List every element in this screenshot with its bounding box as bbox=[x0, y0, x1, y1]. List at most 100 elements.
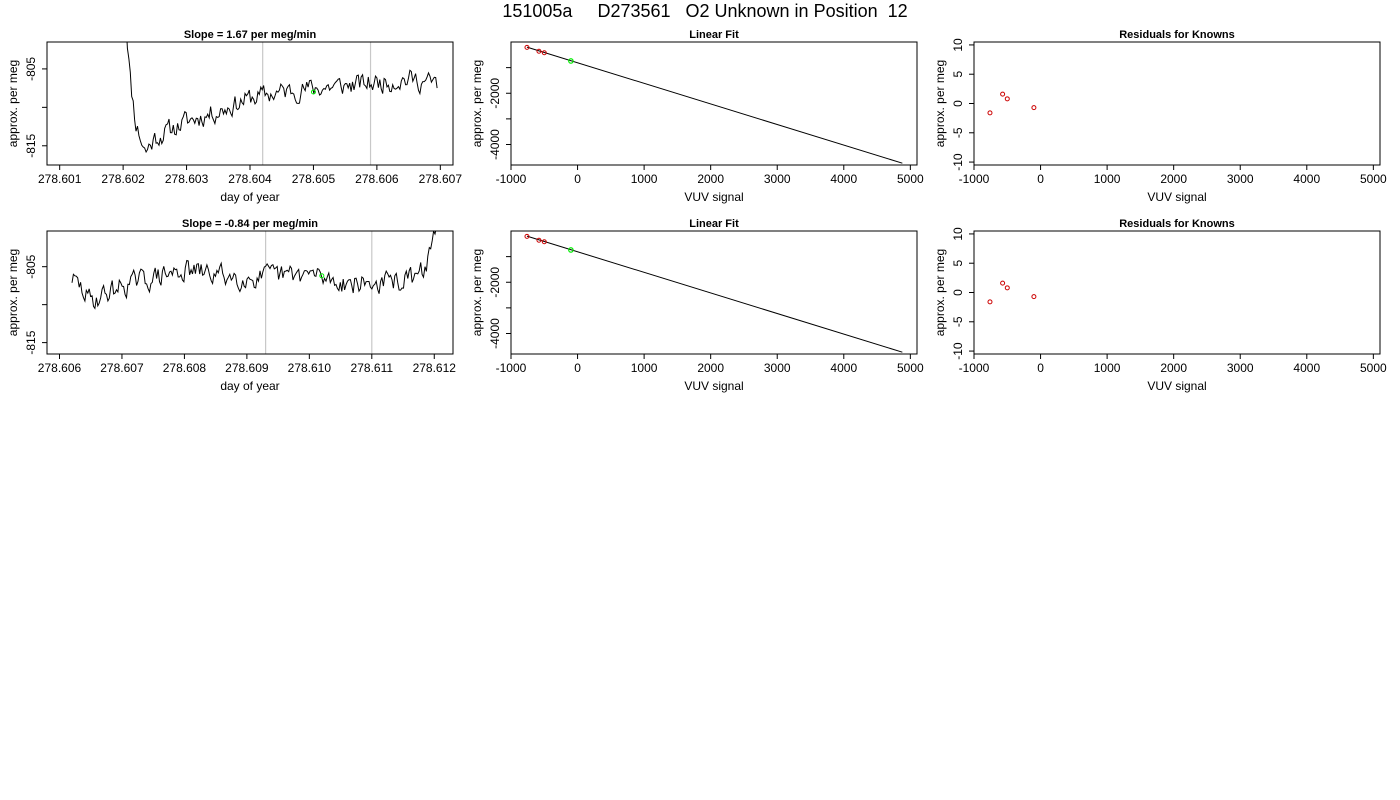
x-tick-label: 278.609 bbox=[225, 361, 269, 375]
chart-fit-2: Linear Fit -1000 0 1000 2000 3000 4000 5000 -400… bbox=[470, 218, 924, 393]
data-layer bbox=[987, 280, 1037, 305]
x-axis-label: VUV signal bbox=[684, 190, 743, 204]
x-tick-label: 2000 bbox=[1160, 361, 1187, 375]
y-axis-label: approx. per meg bbox=[933, 249, 947, 336]
x-tick-label: 0 bbox=[574, 172, 581, 186]
known-point bbox=[524, 233, 530, 239]
x-tick-label: 278.604 bbox=[228, 172, 272, 186]
y-axis-label: approx. per meg bbox=[470, 249, 484, 336]
x-tick-label: 1000 bbox=[631, 361, 658, 375]
y-axis-label: approx. per meg bbox=[933, 60, 947, 147]
known-point bbox=[536, 237, 542, 243]
x-tick-label: 4000 bbox=[830, 172, 857, 186]
chart-title: Linear Fit bbox=[689, 218, 739, 230]
x-tick-label: 4000 bbox=[830, 361, 857, 375]
page-title: 151005a D273561 O2 Unknown in Position 1… bbox=[502, 1, 908, 21]
unknown-point bbox=[568, 58, 574, 64]
x-axis-label: VUV signal bbox=[1147, 190, 1206, 204]
x-tick-label: -1000 bbox=[959, 172, 990, 186]
x-tick-label: 1000 bbox=[631, 172, 658, 186]
chart-trace-2: Slope = -0.84 per meg/min 278.606 278.607 2… bbox=[6, 218, 456, 393]
data-layer bbox=[524, 44, 903, 164]
x-tick-label: 3000 bbox=[764, 172, 791, 186]
y-tick-label: -4000 bbox=[488, 318, 502, 349]
x-tick-label: -1000 bbox=[959, 361, 990, 375]
plot-frame bbox=[973, 41, 1381, 166]
x-axis-label: day of year bbox=[220, 190, 279, 204]
x-tick-label: 5000 bbox=[897, 172, 924, 186]
y-tick-label: -4000 bbox=[488, 129, 502, 160]
x-tick-label: 278.603 bbox=[165, 172, 209, 186]
x-tick-label: 278.602 bbox=[101, 172, 145, 186]
y-tick-label: -2000 bbox=[488, 78, 502, 109]
chart-title: Linear Fit bbox=[689, 29, 739, 41]
x-tick-label: 4000 bbox=[1293, 172, 1320, 186]
plot-frame bbox=[510, 230, 918, 355]
x-tick-label: 3000 bbox=[764, 361, 791, 375]
fit-line bbox=[526, 46, 903, 164]
known-point bbox=[541, 239, 547, 245]
residual-point bbox=[1004, 96, 1010, 102]
residual-point bbox=[1031, 105, 1037, 111]
series-line bbox=[126, 42, 438, 154]
data-layer bbox=[524, 233, 903, 353]
plot-frame bbox=[973, 230, 1381, 355]
y-tick-label: -2000 bbox=[488, 267, 502, 298]
chart-title: Residuals for Knowns bbox=[1119, 218, 1235, 230]
chart-title: Residuals for Knowns bbox=[1119, 29, 1235, 41]
y-tick-label: -5 bbox=[951, 127, 965, 138]
data-layer bbox=[126, 42, 438, 165]
y-tick-label: 0 bbox=[951, 100, 965, 107]
x-tick-label: 278.611 bbox=[351, 361, 394, 375]
residual-point bbox=[987, 299, 993, 305]
x-tick-label: -1000 bbox=[496, 361, 527, 375]
y-tick-label: 0 bbox=[951, 289, 965, 296]
residual-point bbox=[1000, 91, 1006, 97]
chart-resid-2: Residuals for Knowns -1000 0 1000 2000 3000 40… bbox=[933, 218, 1387, 393]
x-axis-label: day of year bbox=[220, 379, 279, 393]
y-axis-label: approx. per meg bbox=[470, 60, 484, 147]
series-line bbox=[71, 231, 437, 310]
x-tick-label: 3000 bbox=[1227, 172, 1254, 186]
y-tick-label: 10 bbox=[951, 227, 965, 241]
x-tick-label: 5000 bbox=[897, 361, 924, 375]
x-tick-label: 278.601 bbox=[38, 172, 82, 186]
known-point bbox=[536, 48, 542, 54]
x-tick-label: 278.606 bbox=[38, 361, 82, 375]
y-tick-label: -10 bbox=[951, 342, 965, 360]
x-tick-label: 2000 bbox=[697, 361, 724, 375]
x-tick-label: 278.610 bbox=[288, 361, 332, 375]
residual-point bbox=[1000, 280, 1006, 286]
chart-title: Slope = 1.67 per meg/min bbox=[184, 29, 317, 41]
x-tick-label: 1000 bbox=[1094, 172, 1121, 186]
x-tick-label: 278.607 bbox=[100, 361, 144, 375]
unknown-point bbox=[310, 89, 316, 95]
x-tick-label: 2000 bbox=[1160, 172, 1187, 186]
data-layer bbox=[987, 91, 1037, 116]
known-point bbox=[541, 50, 547, 56]
residual-point bbox=[1031, 294, 1037, 300]
x-tick-label: 278.608 bbox=[163, 361, 207, 375]
y-tick-label: -805 bbox=[24, 254, 38, 278]
x-tick-label: 1000 bbox=[1094, 361, 1121, 375]
plot-frame bbox=[510, 41, 918, 166]
known-point bbox=[524, 44, 530, 50]
y-tick-label: -815 bbox=[24, 133, 38, 157]
unknown-point bbox=[568, 247, 574, 253]
residual-point bbox=[1004, 285, 1010, 291]
y-tick-label: -805 bbox=[24, 57, 38, 81]
residual-point bbox=[987, 110, 993, 116]
y-axis-label: approx. per meg bbox=[6, 249, 20, 336]
y-tick-label: 10 bbox=[951, 38, 965, 52]
data-layer bbox=[71, 231, 437, 354]
plot-frame bbox=[46, 230, 454, 355]
x-axis-label: VUV signal bbox=[1147, 379, 1206, 393]
chart-title: Slope = -0.84 per meg/min bbox=[182, 218, 318, 230]
y-tick-label: -10 bbox=[951, 153, 965, 171]
plot-frame bbox=[46, 41, 454, 166]
y-axis-label: approx. per meg bbox=[6, 60, 20, 147]
chart-trace-1: Slope = 1.67 per meg/min 278.601 278.602 27… bbox=[6, 29, 462, 204]
y-tick-label: 5 bbox=[951, 71, 965, 78]
x-tick-label: 3000 bbox=[1227, 361, 1254, 375]
